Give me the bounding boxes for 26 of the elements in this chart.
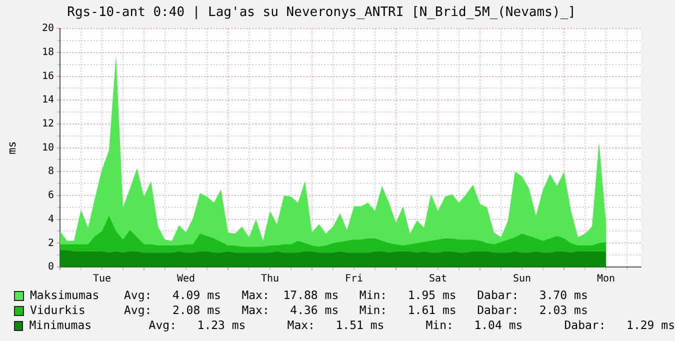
- x-tick-label: Sun: [512, 274, 532, 285]
- legend-label: Minimumas: [29, 318, 93, 333]
- x-tick-label: Mon: [596, 274, 616, 285]
- legend-label: Maksimumas: [30, 288, 100, 303]
- y-tick-label: 12: [42, 118, 54, 130]
- x-tick-label: Tue: [92, 274, 112, 285]
- y-tick-label: 20: [42, 23, 54, 34]
- y-tick-label: 8: [48, 166, 54, 178]
- x-tick-label: Sat: [428, 274, 448, 285]
- legend-label: Vidurkis: [30, 303, 86, 318]
- y-tick-label: 0: [48, 262, 54, 273]
- x-tick-label: Thu: [260, 274, 280, 285]
- chart-title: Rgs-10-ant 0:40 | Lag'as su Neveronys_ANTRI [N_Brid_5M_(Nevams)_]: [67, 5, 576, 20]
- y-tick-label: 2: [48, 238, 54, 249]
- y-tick-label: 6: [48, 190, 54, 202]
- y-tick-label: 4: [48, 214, 54, 225]
- text: Avg: 1.23 ms Max: 1.51 ms Min: 1.04 ms Dabar: 1.29 ms: [148, 318, 675, 333]
- y-axis-title: ms: [5, 141, 18, 154]
- text: Avg: 4.09 ms Max: 17.88 ms Min: 1.95 ms Dabar: 3.70 ms: [124, 288, 588, 303]
- text: Avg: 2.08 ms Max: 4.36 ms Min: 1.61 ms Dabar: 2.03 ms: [124, 303, 588, 318]
- y-tick-label: 10: [42, 142, 54, 154]
- y-tick-label: 16: [42, 70, 54, 82]
- x-tick-label: Fri: [344, 274, 364, 285]
- y-tick-label: 14: [42, 94, 54, 106]
- y-tick-label: 18: [42, 47, 54, 58]
- x-tick-label: Wed: [176, 274, 196, 285]
